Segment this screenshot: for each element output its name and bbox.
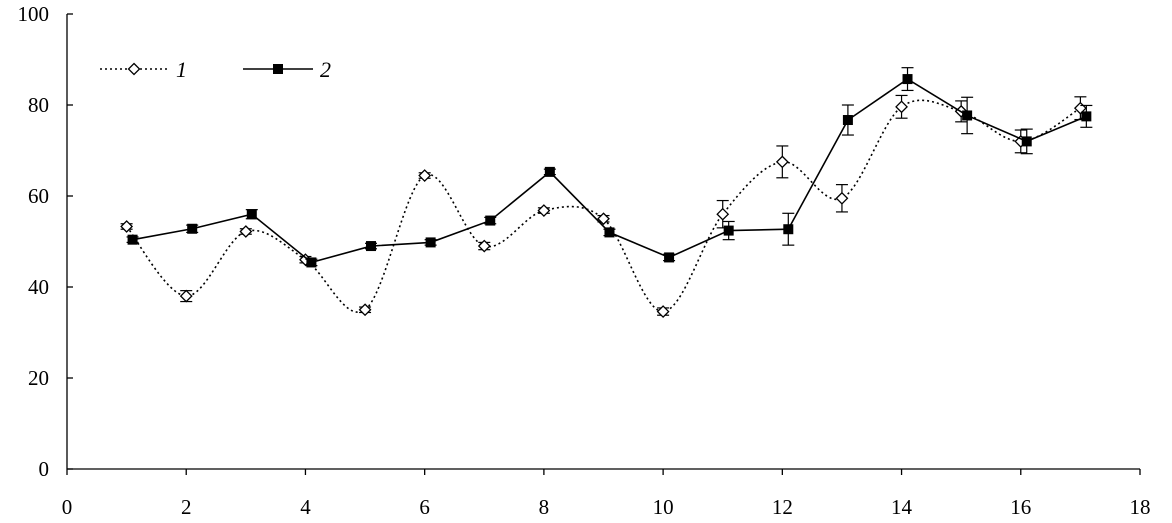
- legend-label-series-2: 2: [320, 57, 331, 82]
- data-point-square: [664, 252, 675, 263]
- data-point-square: [127, 234, 138, 245]
- data-point-diamond: [835, 191, 849, 205]
- data-point-diamond: [597, 212, 610, 226]
- y-tick-label: 100: [18, 2, 50, 26]
- data-point-square: [902, 74, 913, 85]
- series-1-line: [125, 99, 1081, 313]
- series-layer: [120, 67, 1093, 318]
- data-point-square: [723, 225, 734, 236]
- data-point-diamond: [656, 305, 670, 318]
- x-tick-label: 6: [419, 495, 430, 519]
- y-tick-label: 40: [28, 275, 49, 299]
- data-point-diamond: [537, 204, 551, 217]
- legend: 1 2: [100, 57, 331, 82]
- x-axis-ticks: 0 2 4 6 8 10 12 14 16 18: [62, 469, 1151, 519]
- data-point-diamond: [477, 239, 491, 253]
- data-point-square: [425, 237, 436, 248]
- data-point-diamond: [775, 155, 789, 169]
- data-point-square: [783, 224, 794, 235]
- legend-marker-series-2: [273, 64, 283, 74]
- data-point-square: [544, 166, 555, 177]
- data-point-square: [962, 110, 973, 121]
- x-tick-label: 10: [653, 495, 674, 519]
- data-point-diamond: [179, 289, 193, 303]
- data-point-square: [1081, 111, 1092, 122]
- x-tick-label: 16: [1010, 495, 1031, 519]
- data-point-square: [366, 241, 377, 252]
- y-axis-ticks: 0 20 40 60 80 100: [18, 2, 73, 481]
- data-point-square: [187, 223, 198, 234]
- data-point-square: [1021, 136, 1032, 147]
- axes: [66, 14, 1140, 470]
- data-point-square: [604, 227, 615, 238]
- data-point-diamond: [895, 100, 908, 114]
- data-point-diamond: [358, 303, 372, 317]
- x-tick-label: 4: [300, 495, 311, 519]
- data-point-diamond: [239, 225, 253, 238]
- data-point-square: [246, 209, 257, 220]
- series-1: [120, 94, 1087, 318]
- series-2: [126, 67, 1093, 268]
- x-tick-label: 12: [772, 495, 793, 519]
- y-tick-label: 80: [28, 93, 49, 117]
- y-tick-label: 0: [39, 457, 50, 481]
- data-point-square: [485, 215, 496, 226]
- legend-marker-series-1: [127, 62, 141, 76]
- data-point-diamond: [120, 220, 134, 233]
- x-tick-label: 8: [539, 495, 550, 519]
- x-tick-label: 14: [891, 495, 913, 519]
- y-tick-label: 20: [28, 366, 49, 390]
- data-point-diamond: [716, 207, 730, 221]
- x-tick-label: 0: [62, 495, 73, 519]
- data-point-square: [842, 115, 853, 126]
- x-tick-label: 18: [1130, 495, 1151, 519]
- data-point-square: [306, 257, 317, 268]
- y-tick-label: 60: [28, 184, 49, 208]
- x-tick-label: 2: [181, 495, 192, 519]
- legend-label-series-1: 1: [176, 57, 187, 82]
- data-point-diamond: [418, 169, 432, 182]
